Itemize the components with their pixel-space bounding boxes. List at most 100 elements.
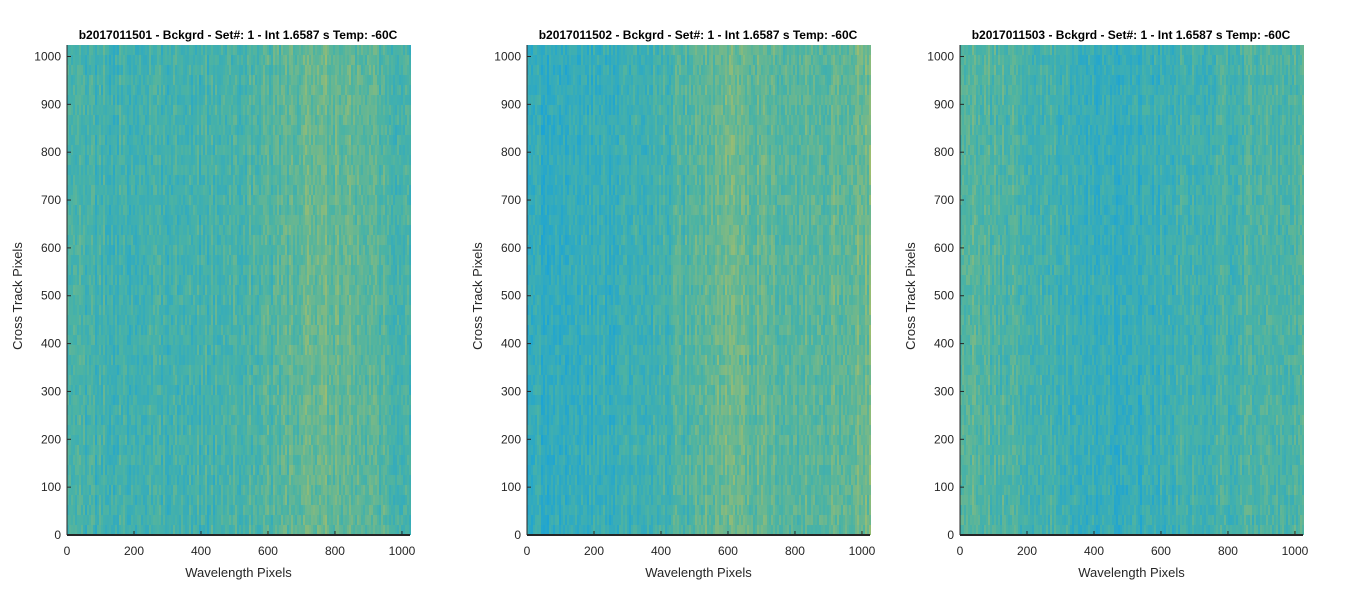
heatmap-cell <box>103 365 105 375</box>
heatmap-cell <box>185 245 187 255</box>
heatmap-cell <box>99 245 101 255</box>
heatmap-cell <box>183 505 185 515</box>
heatmap-cell <box>95 215 97 225</box>
heatmap-cell <box>257 75 259 85</box>
heatmap-cell <box>89 175 91 185</box>
heatmap-cell <box>253 45 255 55</box>
heatmap-cell <box>163 135 165 145</box>
heatmap-cell <box>173 335 175 345</box>
heatmap-cell <box>73 185 75 195</box>
heatmap-cell <box>91 375 93 385</box>
heatmap-cell <box>139 285 141 295</box>
heatmap-cell <box>75 105 77 115</box>
heatmap-cell <box>201 155 203 165</box>
heatmap-cell <box>73 115 75 125</box>
heatmap-cell <box>247 345 249 355</box>
heatmap-cell <box>263 275 265 285</box>
heatmap-cell <box>251 435 253 445</box>
heatmap-cell <box>259 435 261 445</box>
heatmap-cell <box>87 275 89 285</box>
heatmap-cell <box>111 135 113 145</box>
heatmap-cell <box>267 455 269 465</box>
heatmap-cell <box>99 415 101 425</box>
heatmap-cell <box>225 405 227 415</box>
heatmap-cell <box>129 445 131 455</box>
heatmap-cell <box>183 65 185 75</box>
heatmap-cell <box>171 185 173 195</box>
heatmap-cell <box>221 65 223 75</box>
heatmap-cell <box>151 55 153 65</box>
heatmap-cell <box>99 465 101 475</box>
heatmap-cell <box>95 235 97 245</box>
heatmap-cell <box>191 155 193 165</box>
heatmap-cell <box>159 435 161 445</box>
heatmap-cell <box>209 315 211 325</box>
heatmap-cell <box>245 455 247 465</box>
heatmap-cell <box>91 125 93 135</box>
heatmap-cell <box>257 395 259 405</box>
heatmap-cell <box>201 485 203 495</box>
heatmap-cell <box>223 495 225 505</box>
heatmap-cell <box>141 405 143 415</box>
heatmap-cell <box>123 245 125 255</box>
heatmap-cell <box>157 395 159 405</box>
heatmap-cell <box>91 165 93 175</box>
heatmap-cell <box>173 485 175 495</box>
heatmap-cell <box>69 465 71 475</box>
heatmap-cell <box>67 355 69 365</box>
heatmap-cell <box>175 425 177 435</box>
heatmap-cell <box>119 85 121 95</box>
heatmap-cell <box>175 195 177 205</box>
heatmap-cell <box>79 515 81 525</box>
heatmap-cell <box>147 465 149 475</box>
heatmap-cell <box>217 255 219 265</box>
heatmap-cell <box>163 205 165 215</box>
heatmap-cell <box>133 485 135 495</box>
heatmap-cell <box>191 75 193 85</box>
heatmap-cell <box>179 245 181 255</box>
heatmap-cell <box>165 325 167 335</box>
heatmap-cell <box>267 515 269 525</box>
heatmap-cell <box>265 235 267 245</box>
heatmap-cell <box>211 125 213 135</box>
heatmap-cell <box>139 115 141 125</box>
heatmap-cell <box>189 445 191 455</box>
heatmap-cell <box>77 55 79 65</box>
heatmap-cell <box>171 505 173 515</box>
heatmap-cell <box>121 75 123 85</box>
heatmap-cell <box>231 415 233 425</box>
heatmap-cell <box>71 415 73 425</box>
heatmap-cell <box>71 305 73 315</box>
heatmap-cell <box>261 365 263 375</box>
heatmap-cell <box>197 315 199 325</box>
heatmap-cell <box>181 55 183 65</box>
heatmap-cell <box>173 115 175 125</box>
heatmap-cell <box>207 45 209 55</box>
heatmap-cell <box>173 95 175 105</box>
heatmap-cell <box>213 55 215 65</box>
heatmap-cell <box>153 245 155 255</box>
heatmap-cell <box>245 365 247 375</box>
heatmap-cell <box>269 505 271 515</box>
heatmap-cell <box>137 405 139 415</box>
heatmap-cell <box>241 505 243 515</box>
heatmap-cell <box>245 245 247 255</box>
heatmap-cell <box>75 45 77 55</box>
heatmap-cell <box>67 485 69 495</box>
heatmap-cell <box>125 445 127 455</box>
heatmap-cell <box>145 215 147 225</box>
heatmap-cell <box>233 55 235 65</box>
heatmap-cell <box>229 365 231 375</box>
heatmap-cell <box>169 175 171 185</box>
heatmap-cell <box>197 85 199 95</box>
heatmap-cell <box>93 315 95 325</box>
heatmap-cell <box>201 225 203 235</box>
heatmap-cell <box>227 355 229 365</box>
heatmap-cell <box>143 195 145 205</box>
heatmap-cell <box>67 45 69 55</box>
heatmap-cell <box>157 475 159 485</box>
heatmap-cell <box>123 235 125 245</box>
heatmap-cell <box>203 185 205 195</box>
heatmap-cell <box>151 135 153 145</box>
heatmap-cell <box>239 385 241 395</box>
